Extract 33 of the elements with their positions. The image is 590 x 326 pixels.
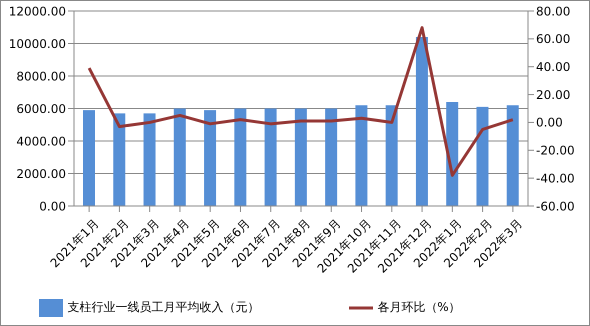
bar — [83, 110, 95, 206]
bar — [506, 105, 519, 206]
y2-tick-label: 80.00 — [536, 4, 570, 18]
bar — [476, 106, 488, 206]
bar — [294, 108, 307, 206]
y2-tick-label: -40.00 — [536, 171, 575, 186]
y-tick-label: 2000.00 — [16, 166, 66, 181]
bar — [234, 108, 246, 206]
y2-tick-label: 0.00 — [536, 116, 563, 130]
bar — [113, 113, 126, 206]
y-tick-label: 4000.00 — [16, 134, 66, 148]
y2-tick-label: 60.00 — [536, 32, 570, 46]
bar — [325, 108, 338, 206]
bar — [264, 108, 277, 206]
y-tick-label: 10000.00 — [8, 36, 66, 51]
bar — [386, 105, 398, 206]
legend-label: 各月环比（%） — [377, 300, 461, 314]
y-tick-label: 6000.00 — [16, 102, 66, 116]
bar — [355, 105, 368, 206]
y-tick-label: 12000.00 — [8, 4, 66, 18]
line-series — [88, 26, 514, 177]
y-tick-label: 8000.00 — [16, 69, 66, 84]
bar — [204, 110, 216, 206]
y2-tick-label: -60.00 — [536, 199, 575, 214]
y2-tick-label: 40.00 — [536, 60, 570, 74]
legend-label: 支柱行业一线员工月平均收入（元） — [67, 300, 260, 314]
bar — [174, 108, 186, 206]
bar — [416, 37, 428, 206]
y-tick-label: 0.00 — [39, 199, 66, 214]
bar — [446, 102, 458, 206]
y2-tick-label: 20.00 — [536, 88, 570, 102]
y2-tick-label: -20.00 — [536, 144, 575, 158]
bar — [144, 113, 156, 206]
